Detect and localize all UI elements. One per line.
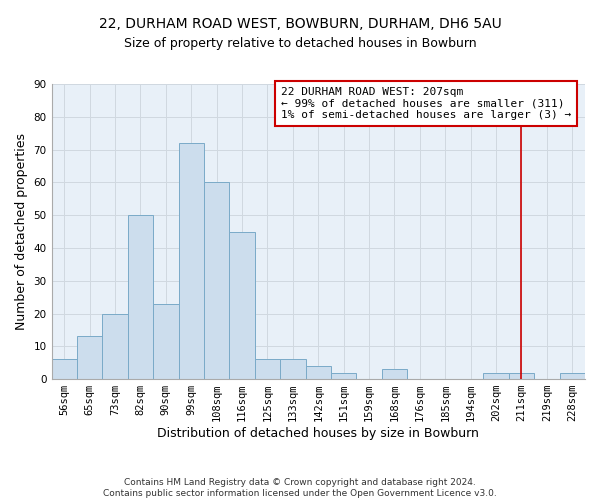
Bar bbox=[560, 372, 585, 379]
Bar bbox=[204, 182, 229, 379]
Bar bbox=[331, 372, 356, 379]
Bar bbox=[509, 372, 534, 379]
Bar bbox=[52, 360, 77, 379]
Bar bbox=[103, 314, 128, 379]
Text: Size of property relative to detached houses in Bowburn: Size of property relative to detached ho… bbox=[124, 38, 476, 51]
Y-axis label: Number of detached properties: Number of detached properties bbox=[15, 133, 28, 330]
Bar bbox=[255, 360, 280, 379]
Text: 22 DURHAM ROAD WEST: 207sqm
← 99% of detached houses are smaller (311)
1% of sem: 22 DURHAM ROAD WEST: 207sqm ← 99% of det… bbox=[281, 87, 571, 120]
Bar bbox=[128, 215, 153, 379]
X-axis label: Distribution of detached houses by size in Bowburn: Distribution of detached houses by size … bbox=[157, 427, 479, 440]
Text: Contains HM Land Registry data © Crown copyright and database right 2024.
Contai: Contains HM Land Registry data © Crown c… bbox=[103, 478, 497, 498]
Bar bbox=[382, 369, 407, 379]
Bar bbox=[229, 232, 255, 379]
Bar bbox=[153, 304, 179, 379]
Bar bbox=[280, 360, 305, 379]
Bar bbox=[305, 366, 331, 379]
Text: 22, DURHAM ROAD WEST, BOWBURN, DURHAM, DH6 5AU: 22, DURHAM ROAD WEST, BOWBURN, DURHAM, D… bbox=[98, 18, 502, 32]
Bar bbox=[484, 372, 509, 379]
Bar bbox=[179, 143, 204, 379]
Bar bbox=[77, 336, 103, 379]
